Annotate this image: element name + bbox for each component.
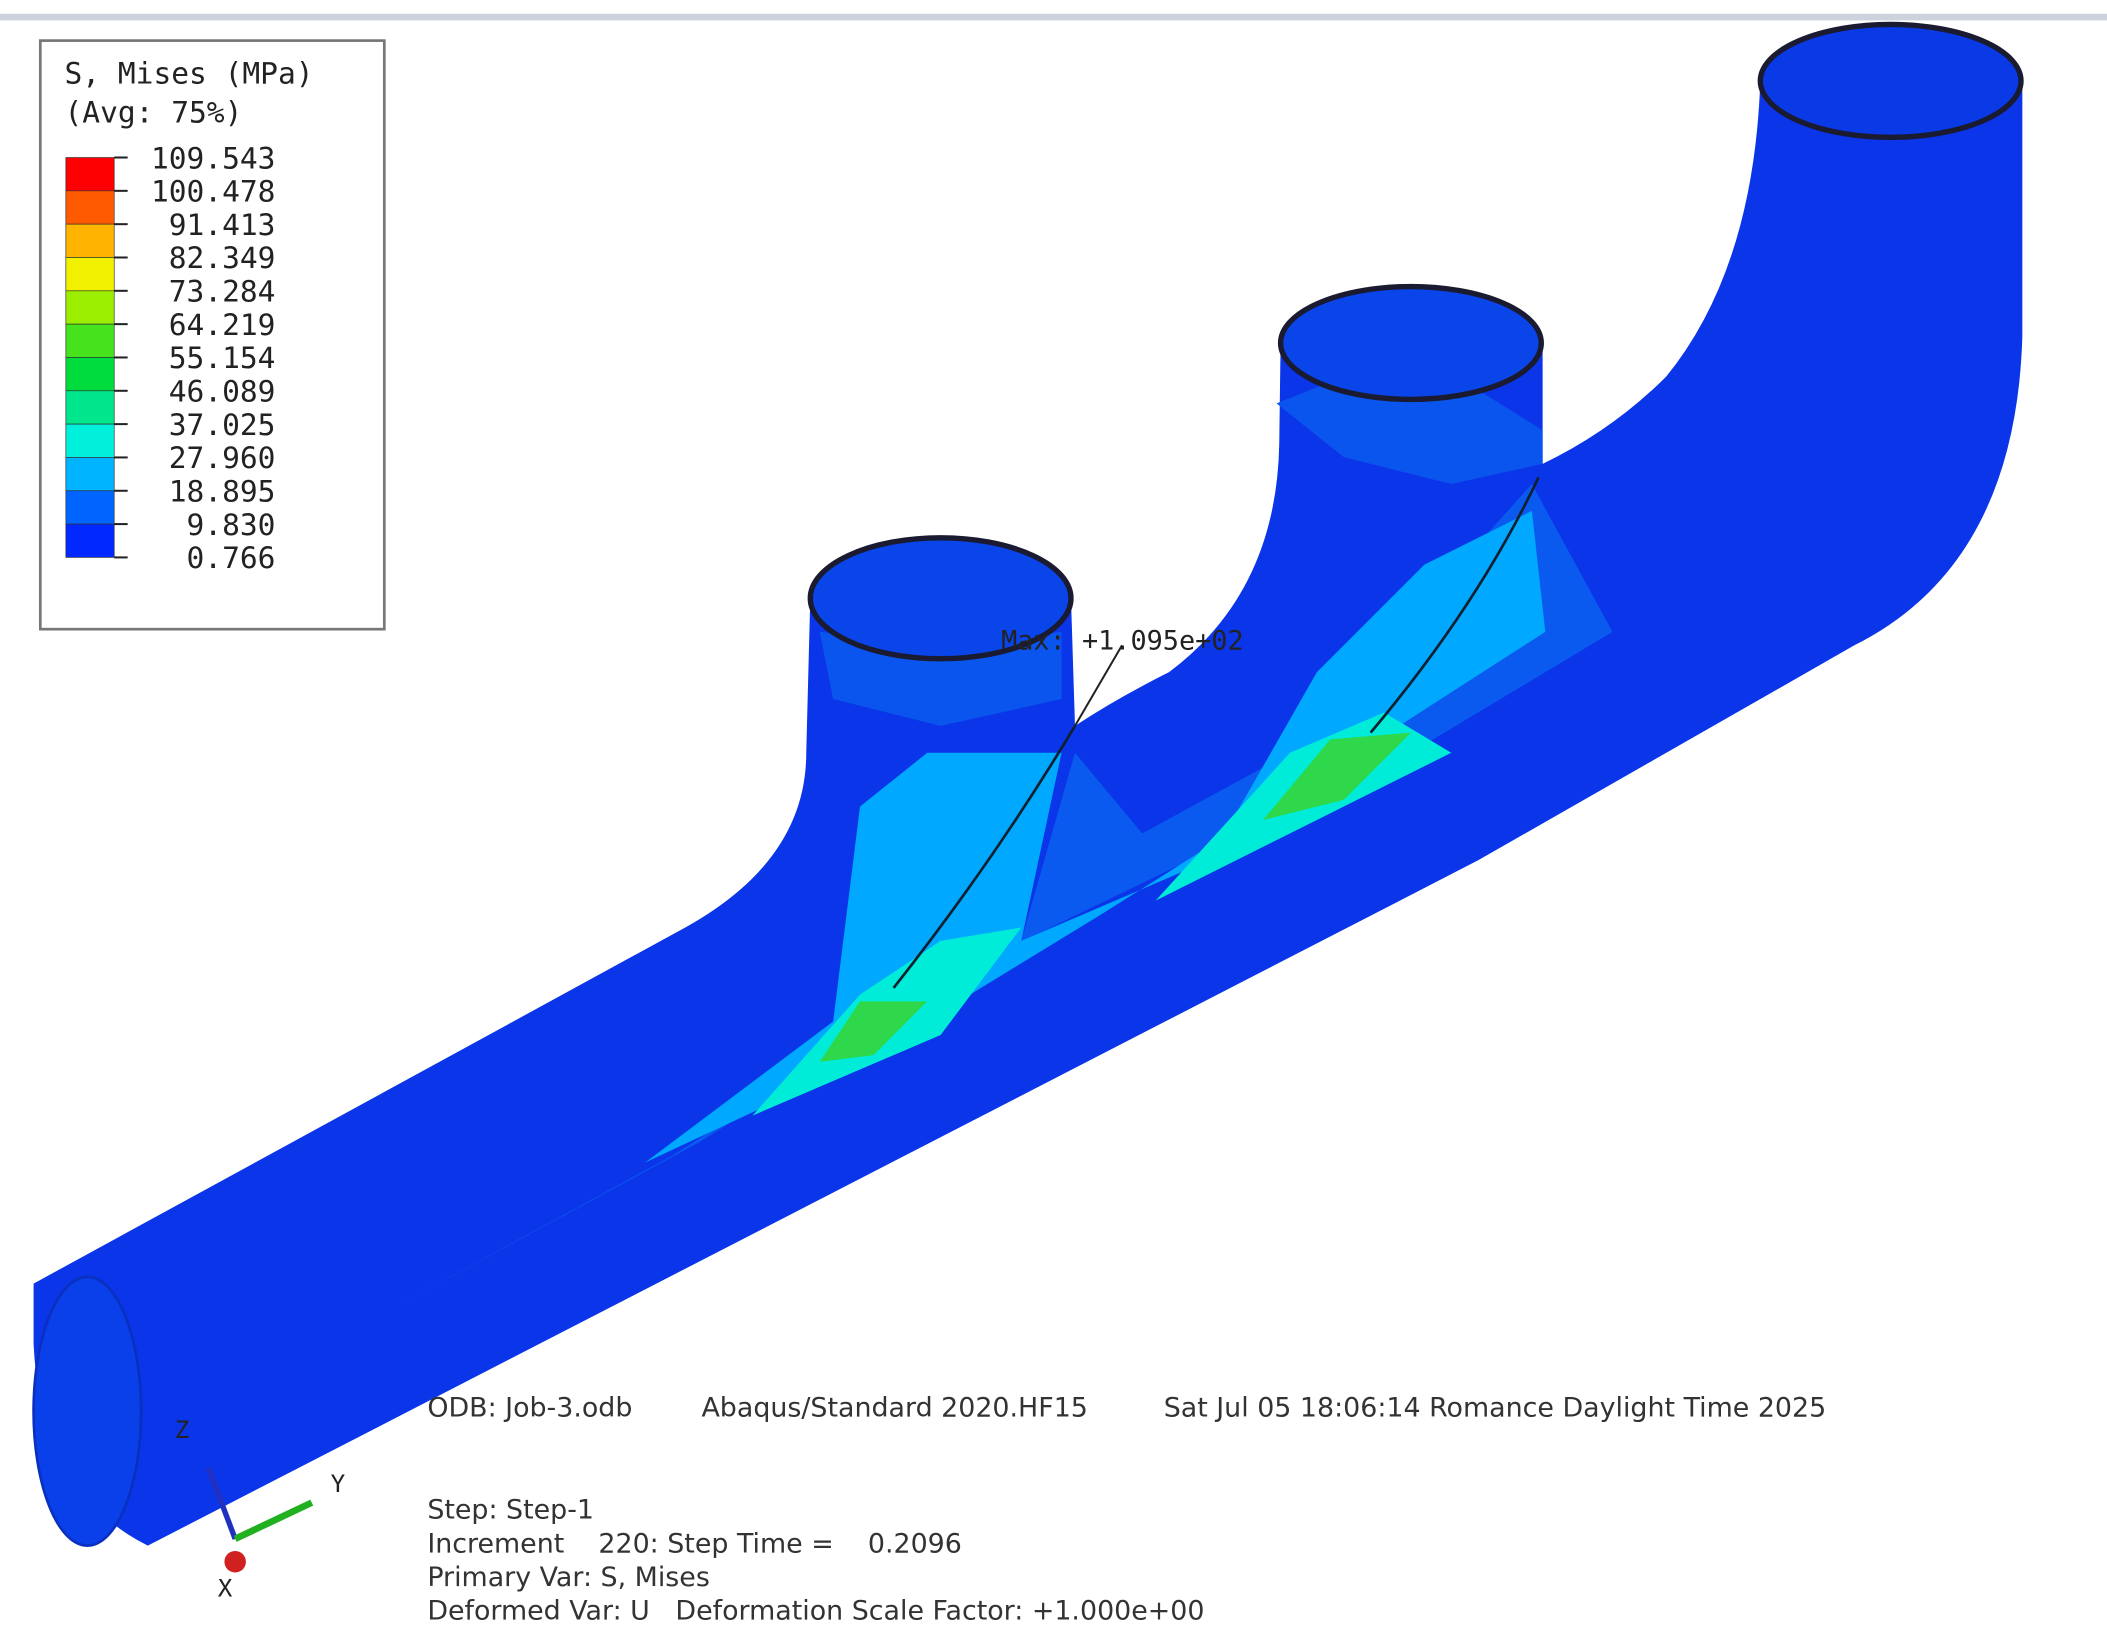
info-line: Deformed Var: U Deformation Scale Factor…	[427, 1596, 1204, 1627]
legend-value: 37.025	[169, 408, 276, 442]
max-label: Max: +1.095e+02	[1001, 625, 1244, 656]
axis-x: X	[218, 1575, 233, 1603]
info-line: Step: Step-1	[427, 1495, 594, 1526]
info-line: Primary Var: S, Mises	[427, 1562, 710, 1593]
model	[32, 21, 2024, 1547]
legend-title: S, Mises (MPa)	[65, 57, 314, 91]
date: Sat Jul 05 18:06:14 Romance Daylight Tim…	[1164, 1393, 1827, 1424]
legend-value: 100.478	[151, 175, 276, 209]
info-line: Increment 220: Step Time = 0.2096	[427, 1528, 962, 1559]
legend-swatch	[65, 457, 115, 492]
legend-swatch	[65, 157, 115, 192]
legend-value: 0.766	[187, 541, 276, 575]
legend-swatch	[65, 223, 115, 258]
legend-value: 27.960	[169, 441, 276, 475]
legend-value: 73.284	[169, 275, 276, 309]
legend: S, Mises (MPa) (Avg: 75%) 109.543100.47891…	[65, 57, 314, 576]
legend-swatch	[65, 357, 115, 392]
legend-value: 55.154	[169, 341, 276, 375]
odb: ODB: Job-3.odb	[427, 1393, 632, 1424]
axis-z: Z	[175, 1416, 190, 1444]
triad: Z Y X	[175, 1416, 346, 1603]
legend-value: 46.089	[169, 375, 276, 409]
legend-value: 91.413	[169, 208, 276, 242]
legend-value: 82.349	[169, 241, 276, 275]
legend-swatch	[65, 290, 115, 325]
legend-swatch	[65, 423, 115, 458]
legend-value: 9.830	[187, 508, 276, 542]
legend-swatch	[65, 390, 115, 425]
legend-value: 109.543	[151, 141, 276, 175]
legend-value: 18.895	[169, 475, 276, 509]
axis-y: Y	[331, 1470, 346, 1498]
legend-swatch	[65, 523, 115, 558]
legend-swatch	[65, 490, 115, 525]
legend-title: (Avg: 75%)	[65, 96, 243, 130]
legend-swatch	[65, 190, 115, 225]
legend-swatch	[65, 257, 115, 292]
solver: Abaqus/Standard 2020.HF15	[701, 1393, 1087, 1424]
top-bar	[0, 13, 2107, 21]
legend-swatch	[65, 323, 115, 358]
legend-value: 64.219	[169, 308, 276, 342]
